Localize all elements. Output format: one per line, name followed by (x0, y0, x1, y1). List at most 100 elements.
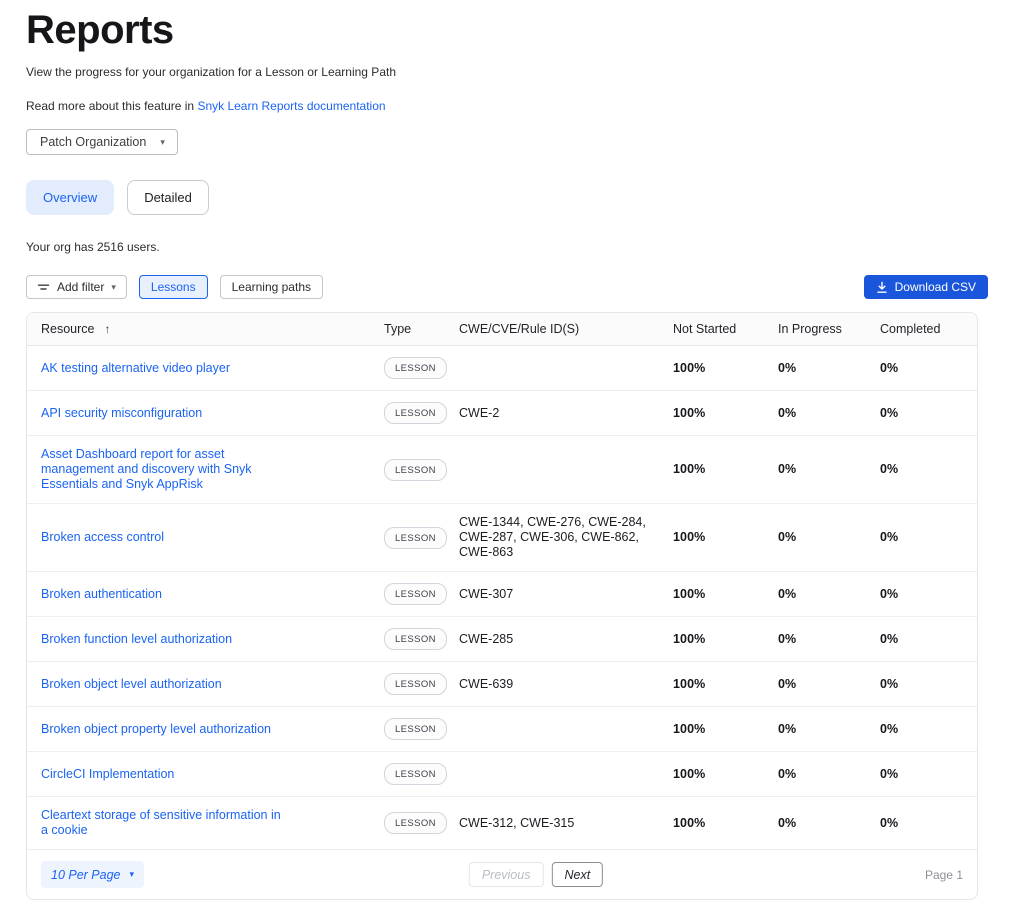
resource-link[interactable]: Broken object level authorization (41, 676, 222, 691)
in-progress-value: 0% (778, 462, 797, 476)
download-csv-button[interactable]: Download CSV (863, 275, 988, 299)
table-row: Broken function level authorization LESS… (27, 617, 977, 662)
page-title: Reports (26, 8, 174, 52)
table-row: Cleartext storage of sensitive informati… (27, 797, 977, 849)
download-csv-label: Download CSV (894, 280, 976, 294)
resource-cell: Broken access control (27, 519, 384, 556)
table-header-row: Resource ↑ Type CWE/CVE/Rule ID(S) Not S… (27, 313, 977, 346)
type-badge: LESSON (384, 763, 447, 785)
type-cell: LESSON (384, 516, 459, 560)
not-started-value: 100% (673, 676, 706, 691)
table-row: Broken access control LESSON CWE-1344, C… (27, 504, 977, 572)
reports-table: Resource ↑ Type CWE/CVE/Rule ID(S) Not S… (26, 312, 978, 900)
org-selector-dropdown[interactable]: Patch Organization ▾ (26, 129, 178, 155)
in-progress-value: 0% (778, 721, 797, 736)
in-progress-value: 0% (778, 631, 797, 646)
type-cell: LESSON (384, 391, 459, 435)
type-cell: LESSON (384, 572, 459, 616)
resource-cell: AK testing alternative video player (27, 350, 384, 387)
tab-detailed[interactable]: Detailed (127, 180, 209, 215)
add-filter-label: Add filter (57, 280, 105, 294)
completed-value: 0% (880, 405, 899, 420)
filter-icon (37, 281, 50, 293)
type-badge: LESSON (384, 357, 447, 379)
add-filter-button[interactable]: Add filter ▾ (26, 275, 127, 299)
type-badge: LESSON (384, 628, 447, 650)
column-header-cwe: CWE/CVE/Rule ID(S) (459, 322, 580, 336)
table-row: API security misconfiguration LESSON CWE… (27, 391, 977, 436)
type-badge: LESSON (384, 583, 447, 605)
resource-link[interactable]: Broken authentication (41, 586, 162, 601)
type-cell: LESSON (384, 662, 459, 706)
resource-cell: Broken object level authorization (27, 666, 384, 703)
resource-link[interactable]: Broken object property level authorizati… (41, 721, 271, 736)
docs-link[interactable]: Snyk Learn Reports documentation (197, 99, 386, 113)
chevron-down-icon: ▾ (129, 869, 135, 879)
toggle-lessons[interactable]: Lessons (138, 275, 208, 299)
previous-page-button[interactable]: Previous (468, 862, 544, 887)
in-progress-value: 0% (778, 676, 797, 691)
in-progress-value: 0% (778, 405, 797, 420)
type-badge: LESSON (384, 526, 447, 549)
column-header-not-started: Not Started (673, 322, 737, 336)
completed-value: 0% (880, 676, 899, 691)
completed-value: 0% (880, 586, 899, 601)
cwe-ids-cell: CWE-1344, CWE-276, CWE-284, CWE-287, CWE… (459, 515, 646, 559)
cwe-ids-cell (459, 357, 673, 379)
pager-buttons: Previous Next (468, 862, 604, 887)
cwe-ids-cell: CWE-2 (459, 405, 500, 420)
download-icon (876, 281, 888, 294)
cwe-ids-cell (459, 718, 673, 740)
resource-cell: Broken object property level authorizati… (27, 711, 384, 748)
resource-link[interactable]: CircleCI Implementation (41, 766, 175, 781)
table-row: Asset Dashboard report for asset managem… (27, 436, 977, 504)
completed-value: 0% (880, 815, 899, 830)
resource-link[interactable]: AK testing alternative video player (41, 360, 230, 375)
not-started-value: 100% (673, 405, 706, 420)
table-pagination: 10 Per Page ▾ Previous Next Page 1 (27, 849, 977, 899)
resource-link[interactable]: API security misconfiguration (41, 405, 203, 420)
resource-link[interactable]: Cleartext storage of sensitive informati… (41, 808, 281, 837)
table-row: Broken object level authorization LESSON… (27, 662, 977, 707)
column-header-in-progress: In Progress (778, 322, 842, 336)
tab-overview[interactable]: Overview (26, 180, 115, 215)
table-row: Broken object property level authorizati… (27, 707, 977, 752)
column-header-resource[interactable]: Resource ↑ (41, 322, 111, 336)
sort-ascending-icon[interactable]: ↑ (104, 322, 111, 336)
type-cell: LESSON (384, 617, 459, 661)
table-row: AK testing alternative video player LESS… (27, 346, 977, 391)
resource-link[interactable]: Broken access control (41, 530, 164, 544)
org-user-count: Your org has 2516 users. (26, 240, 160, 254)
toggle-learning-paths[interactable]: Learning paths (219, 275, 323, 299)
resource-cell: API security misconfiguration (27, 395, 384, 432)
resource-cell: Broken authentication (27, 576, 384, 613)
type-badge: LESSON (384, 812, 447, 834)
in-progress-value: 0% (778, 815, 797, 830)
completed-value: 0% (880, 631, 899, 646)
per-page-label: 10 Per Page (51, 867, 121, 882)
cwe-ids-cell (459, 459, 673, 481)
type-badge: LESSON (384, 458, 447, 481)
column-header-type: Type (384, 322, 412, 336)
completed-value: 0% (880, 766, 899, 781)
type-cell: LESSON (384, 801, 459, 845)
in-progress-value: 0% (778, 530, 797, 544)
not-started-value: 100% (673, 530, 706, 544)
in-progress-value: 0% (778, 360, 797, 375)
resource-link[interactable]: Asset Dashboard report for asset managem… (41, 447, 252, 491)
in-progress-value: 0% (778, 586, 797, 601)
chevron-down-icon: ▾ (160, 136, 165, 147)
completed-value: 0% (880, 721, 899, 736)
table-toolbar: Add filter ▾ Lessons Learning paths Down… (26, 275, 988, 299)
read-more-text: Read more about this feature in Snyk Lea… (26, 99, 988, 114)
type-badge: LESSON (384, 718, 447, 740)
type-badge: LESSON (384, 673, 447, 695)
resource-link[interactable]: Broken function level authorization (41, 631, 233, 646)
per-page-dropdown[interactable]: 10 Per Page ▾ (41, 861, 145, 888)
not-started-value: 100% (673, 631, 706, 646)
chevron-down-icon: ▾ (111, 281, 116, 292)
resource-cell: CircleCI Implementation (27, 756, 384, 793)
cwe-ids-cell: CWE-639 (459, 676, 514, 691)
next-page-button[interactable]: Next (551, 862, 604, 887)
